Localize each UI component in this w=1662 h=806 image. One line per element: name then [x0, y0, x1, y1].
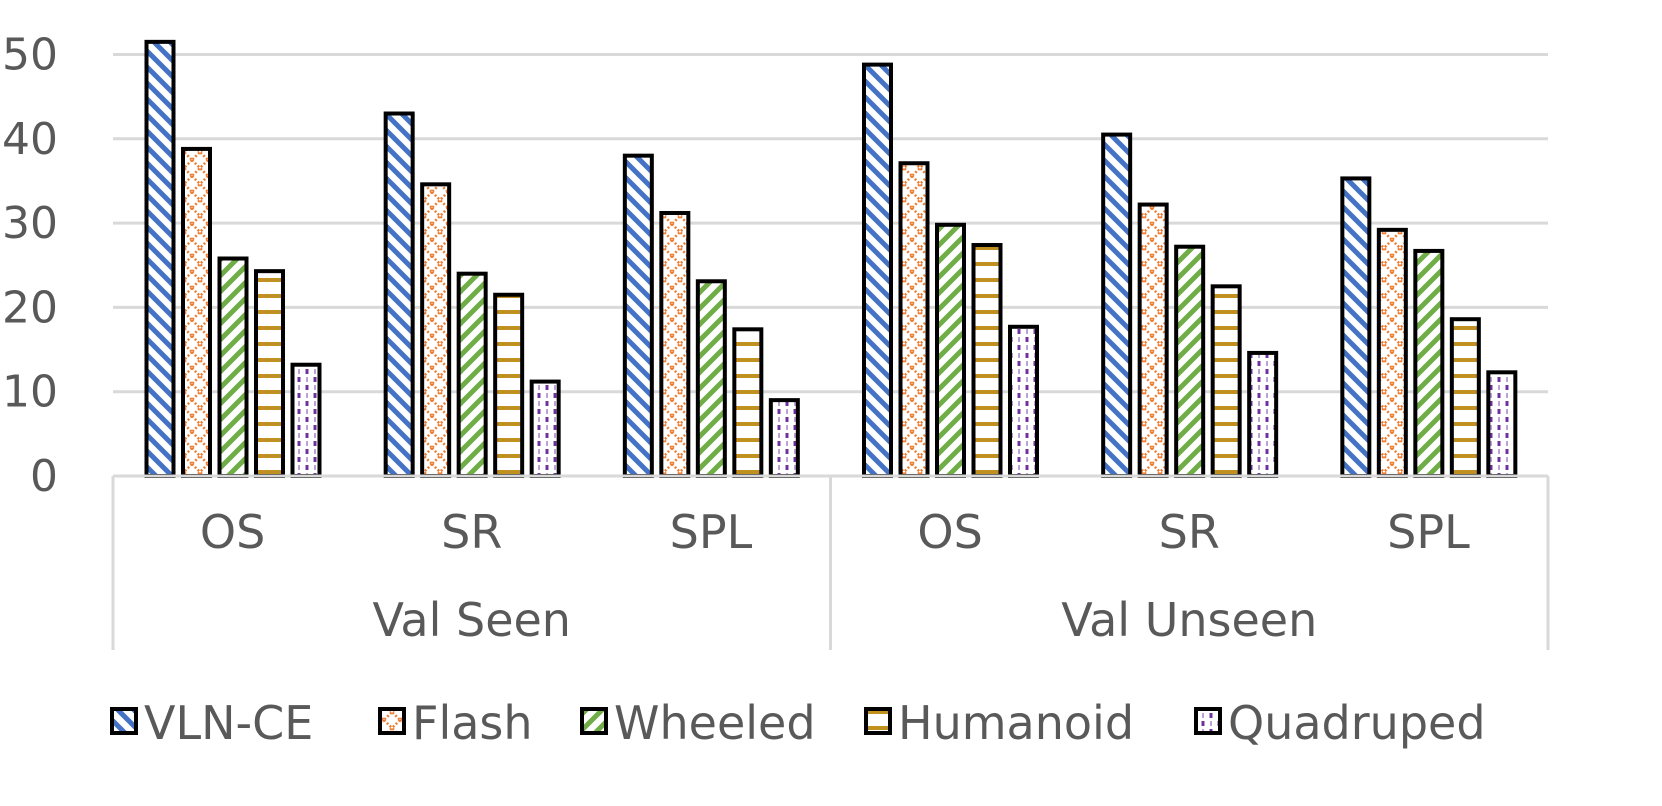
bar-flash [659, 210, 691, 478]
bar-flash [181, 146, 212, 479]
category-label: OS [917, 505, 982, 559]
bar-quadruped [1008, 324, 1039, 478]
bar-vln-ce [862, 62, 893, 478]
legend-item: Humanoid [864, 696, 1134, 750]
bar-wheeled [935, 222, 966, 478]
bar-humanoid [493, 292, 525, 478]
legend-swatch [1194, 707, 1222, 735]
bar-wheeled [695, 279, 727, 478]
legend-item: Flash [378, 696, 533, 750]
bar-humanoid [1449, 317, 1481, 478]
bar-flash [420, 182, 452, 479]
bar-vln-ce [383, 111, 415, 478]
y-tick-label: 50 [2, 30, 58, 81]
legend-item: Wheeled [580, 696, 816, 750]
category-label: SPL [670, 505, 753, 559]
gridlines [113, 53, 1548, 394]
y-tick-label: 20 [2, 282, 58, 333]
bar-flash [1137, 202, 1169, 479]
legend-swatch [110, 707, 138, 735]
category-label: SR [441, 505, 502, 559]
bar-wheeled [1174, 244, 1206, 478]
bar-quadruped [1486, 370, 1518, 479]
legend-label: VLN-CE [144, 696, 313, 750]
legend-swatch [864, 707, 892, 735]
category-label: OS [200, 505, 265, 559]
bar-flash [1376, 227, 1408, 478]
legend-swatch [378, 707, 406, 735]
legend-label: Flash [412, 696, 533, 750]
legend-item: Quadruped [1194, 696, 1486, 750]
bars [144, 39, 1518, 479]
group-label: Val Seen [373, 593, 571, 647]
bar-vln-ce [144, 39, 176, 478]
bar-humanoid [971, 243, 1003, 478]
legend-label: Quadruped [1228, 696, 1486, 750]
bar-quadruped [768, 398, 800, 479]
legend-item: VLN-CE [110, 696, 313, 750]
legend-label: Humanoid [898, 696, 1134, 750]
legend-label: Wheeled [614, 696, 816, 750]
bar-vln-ce [622, 153, 654, 478]
group-label: Val Unseen [1061, 593, 1317, 647]
category-label: SR [1159, 505, 1220, 559]
y-tick-label: 40 [2, 114, 58, 165]
bar-vln-ce [1340, 176, 1372, 479]
bar-humanoid [254, 269, 285, 478]
bar-wheeled [1413, 248, 1445, 478]
x-axis: OS SR SPL Val Seen OS SR SPL Val Unseen [111, 474, 1550, 650]
bar-quadruped [1247, 350, 1279, 478]
bar-quadruped [290, 362, 322, 478]
legend: VLN-CE Flash Wheeled Humanoid Quadruped [110, 696, 1486, 750]
bar-humanoid [732, 327, 764, 478]
bar-flash [898, 161, 930, 478]
y-tick-label: 10 [2, 367, 58, 418]
legend-swatch [580, 707, 608, 735]
category-label: SPL [1387, 505, 1470, 559]
bar-vln-ce [1101, 132, 1133, 479]
bar-wheeled [456, 271, 488, 478]
bar-wheeled [217, 256, 249, 479]
y-tick-label: 30 [2, 198, 58, 249]
y-axis: 0 10 20 30 40 50 [2, 30, 58, 503]
bar-humanoid [1210, 284, 1242, 479]
y-tick-label: 0 [30, 451, 58, 502]
bar-quadruped [529, 379, 561, 479]
